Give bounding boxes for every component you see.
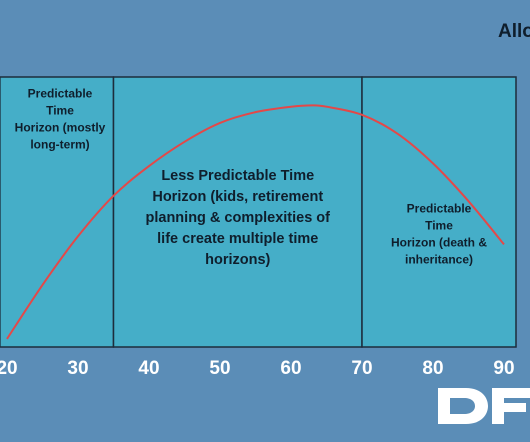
df-logo: DF (438, 388, 530, 424)
region-2-label-line: Horizon (kids, retirement (152, 189, 323, 205)
x-tick-label: 70 (351, 358, 372, 379)
region-3-label-line: Time (425, 219, 453, 233)
region-3-label-line: Horizon (death & (391, 236, 487, 250)
x-tick-label: 40 (138, 358, 159, 379)
region-1-label-line: Horizon (mostly (15, 121, 106, 135)
region-1-label-line: long-term) (30, 138, 89, 152)
x-tick-label: 60 (280, 358, 301, 379)
region-2-label-line: horizons) (205, 252, 270, 268)
region-2-label-line: Less Predictable Time (161, 168, 314, 184)
region-3-label-line: inheritance) (405, 253, 473, 267)
region-2-label-line: life create multiple time (157, 231, 318, 247)
x-tick-label: 80 (422, 358, 443, 379)
x-tick-label: 20 (0, 358, 18, 379)
region-panel-3 (361, 76, 517, 348)
region-1-label-line: Predictable (28, 87, 93, 101)
region-3-label-line: Predictable (407, 202, 472, 216)
x-tick-label: 90 (493, 358, 514, 379)
x-tick-label: 50 (209, 358, 230, 379)
chart-title: Allo (498, 21, 530, 42)
x-tick-label: 30 (67, 358, 88, 379)
region-2-label-line: planning & complexities of (146, 210, 331, 226)
region-1-label-line: Time (46, 104, 74, 118)
time-horizon-curve (6, 104, 505, 340)
region-panel-1 (0, 76, 115, 348)
